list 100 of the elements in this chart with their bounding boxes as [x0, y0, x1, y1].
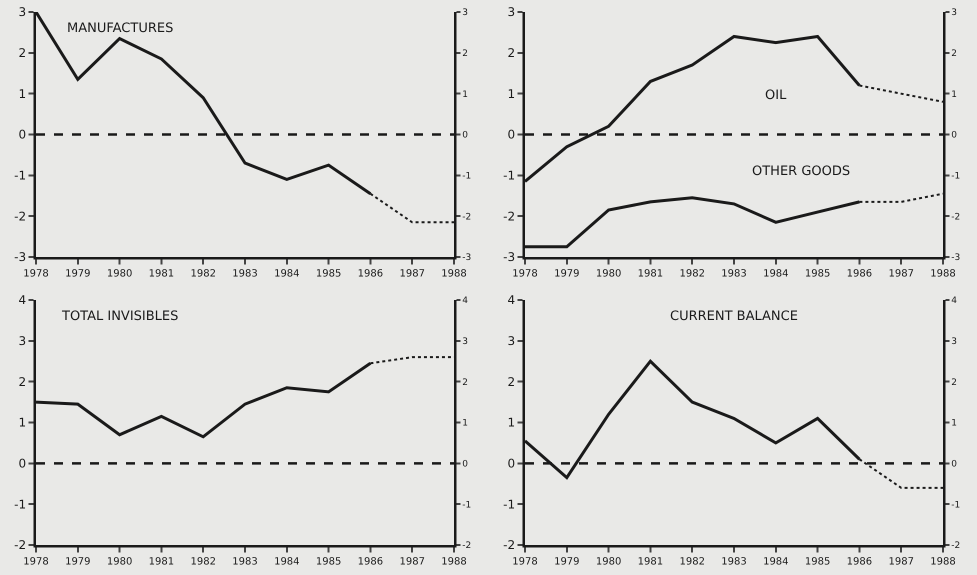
y-tick-label: 3 [951, 336, 958, 347]
x-tick-label: 1985 [804, 556, 830, 568]
y-tick-label: -3 [462, 253, 472, 264]
x-tick-label: 1978 [23, 268, 49, 280]
y-tick-label: -2 [462, 541, 472, 552]
y-tick-label: 2 [462, 48, 468, 59]
y2-tick-label: 3 [507, 334, 516, 348]
x-tick-label: 1978 [512, 268, 538, 280]
y-tick-label: 2 [462, 378, 468, 388]
x-tick-label: 1982 [190, 556, 216, 568]
y2-tick-label: 2 [18, 374, 26, 389]
y-tick-label: -2 [951, 212, 960, 222]
y-tick-label: 0 [951, 459, 958, 470]
y-tick-label: -1 [951, 500, 960, 510]
annotation: OIL [765, 88, 788, 103]
x-tick-label: 1978 [23, 556, 49, 568]
x-tick-label: 1981 [148, 556, 174, 568]
x-tick-label: 1988 [441, 556, 467, 568]
text: MANUFACTURES [67, 21, 174, 36]
y2-tick-label: 4 [507, 293, 516, 308]
y2-tick-label: -1 [14, 168, 26, 183]
x-tick-label: 1980 [106, 268, 132, 280]
y-tick-label: 0 [462, 459, 468, 470]
annotation: OTHER GOODS [752, 164, 850, 179]
x-tick-label: 1988 [441, 268, 467, 280]
y2-tick-label: -3 [14, 250, 26, 264]
y2-tick-label: 0 [507, 128, 516, 142]
y2-tick-label: -2 [14, 538, 26, 552]
x-tick-label: 1987 [399, 268, 425, 280]
y-tick-label: 0 [951, 130, 958, 141]
x-tick-label: 1979 [554, 268, 580, 280]
y2-tick-label: -1 [503, 497, 516, 512]
y2-tick-label: -2 [14, 209, 26, 224]
x-tick-label: 1984 [274, 556, 300, 568]
y2-tick-label: 0 [507, 456, 516, 471]
y-tick-label: -1 [462, 171, 472, 182]
y2-tick-label: 0 [18, 456, 26, 471]
y-tick-label: -2 [462, 212, 472, 222]
y-tick-label: 3 [951, 8, 958, 18]
y2-tick-label: 2 [507, 46, 516, 60]
text: CURRENT BALANCE [670, 309, 798, 324]
y2-tick-label: 0 [18, 128, 26, 142]
y-tick-label: -3 [951, 253, 960, 264]
y-tick-label: 0 [462, 130, 468, 141]
y-tick-label: 3 [462, 336, 468, 347]
x-tick-label: 1985 [804, 268, 830, 280]
x-tick-label: 1987 [888, 268, 914, 280]
y-tick-label: -1 [951, 171, 960, 182]
x-tick-label: 1985 [316, 268, 342, 280]
y2-tick-label: 3 [18, 5, 26, 20]
y-tick-label: 1 [462, 90, 468, 100]
y-tick-label: 4 [951, 296, 958, 306]
y-tick-label: 2 [951, 378, 958, 388]
x-tick-label: 1987 [399, 556, 425, 568]
y-tick-label: 2 [951, 48, 958, 59]
y2-tick-label: -2 [503, 538, 516, 552]
y2-tick-label: 3 [507, 5, 516, 20]
y-tick-label: 1 [462, 418, 468, 429]
text: TOTAL INVISIBLES [61, 309, 178, 324]
x-tick-label: 1985 [316, 556, 342, 568]
y2-tick-label: 1 [18, 416, 26, 430]
y-tick-label: -1 [462, 500, 472, 510]
x-tick-label: 1988 [930, 556, 956, 568]
y2-tick-label: -1 [14, 497, 26, 512]
x-tick-label: 1982 [679, 268, 705, 280]
y-tick-label: 3 [462, 8, 468, 18]
y2-tick-label: 2 [507, 374, 516, 389]
y2-tick-label: -3 [503, 250, 516, 264]
y2-tick-label: 1 [18, 86, 26, 101]
x-tick-label: 1984 [274, 268, 300, 280]
x-tick-label: 1986 [846, 556, 872, 568]
x-tick-label: 1987 [888, 556, 914, 568]
x-tick-label: 1979 [554, 556, 580, 568]
x-tick-label: 1982 [679, 556, 705, 568]
y2-tick-label: 1 [507, 86, 516, 101]
x-tick-label: 1984 [763, 556, 789, 568]
y-tick-label: 1 [951, 90, 958, 100]
x-tick-label: 1986 [846, 268, 872, 280]
x-tick-label: 1983 [232, 556, 258, 568]
x-tick-label: 1981 [148, 268, 174, 280]
y2-tick-label: -1 [503, 168, 516, 183]
y2-tick-label: 1 [507, 416, 516, 430]
y2-tick-label: 2 [18, 46, 26, 60]
y-tick-label: 1 [951, 418, 958, 429]
x-tick-label: 1986 [358, 268, 384, 280]
x-tick-label: 1980 [106, 556, 132, 568]
x-tick-label: 1984 [763, 268, 789, 280]
x-tick-label: 1980 [596, 556, 622, 568]
x-tick-label: 1986 [358, 556, 384, 568]
x-tick-label: 1983 [721, 268, 747, 280]
x-tick-label: 1981 [638, 556, 664, 568]
x-tick-label: 1983 [721, 556, 747, 568]
y-tick-label: 4 [462, 296, 468, 306]
x-tick-label: 1982 [190, 268, 216, 280]
x-tick-label: 1978 [512, 556, 538, 568]
x-tick-label: 1983 [232, 268, 258, 280]
y2-tick-label: -2 [503, 209, 516, 224]
x-tick-label: 1981 [638, 268, 664, 280]
y2-tick-label: 4 [18, 293, 26, 308]
x-tick-label: 1979 [65, 268, 91, 280]
